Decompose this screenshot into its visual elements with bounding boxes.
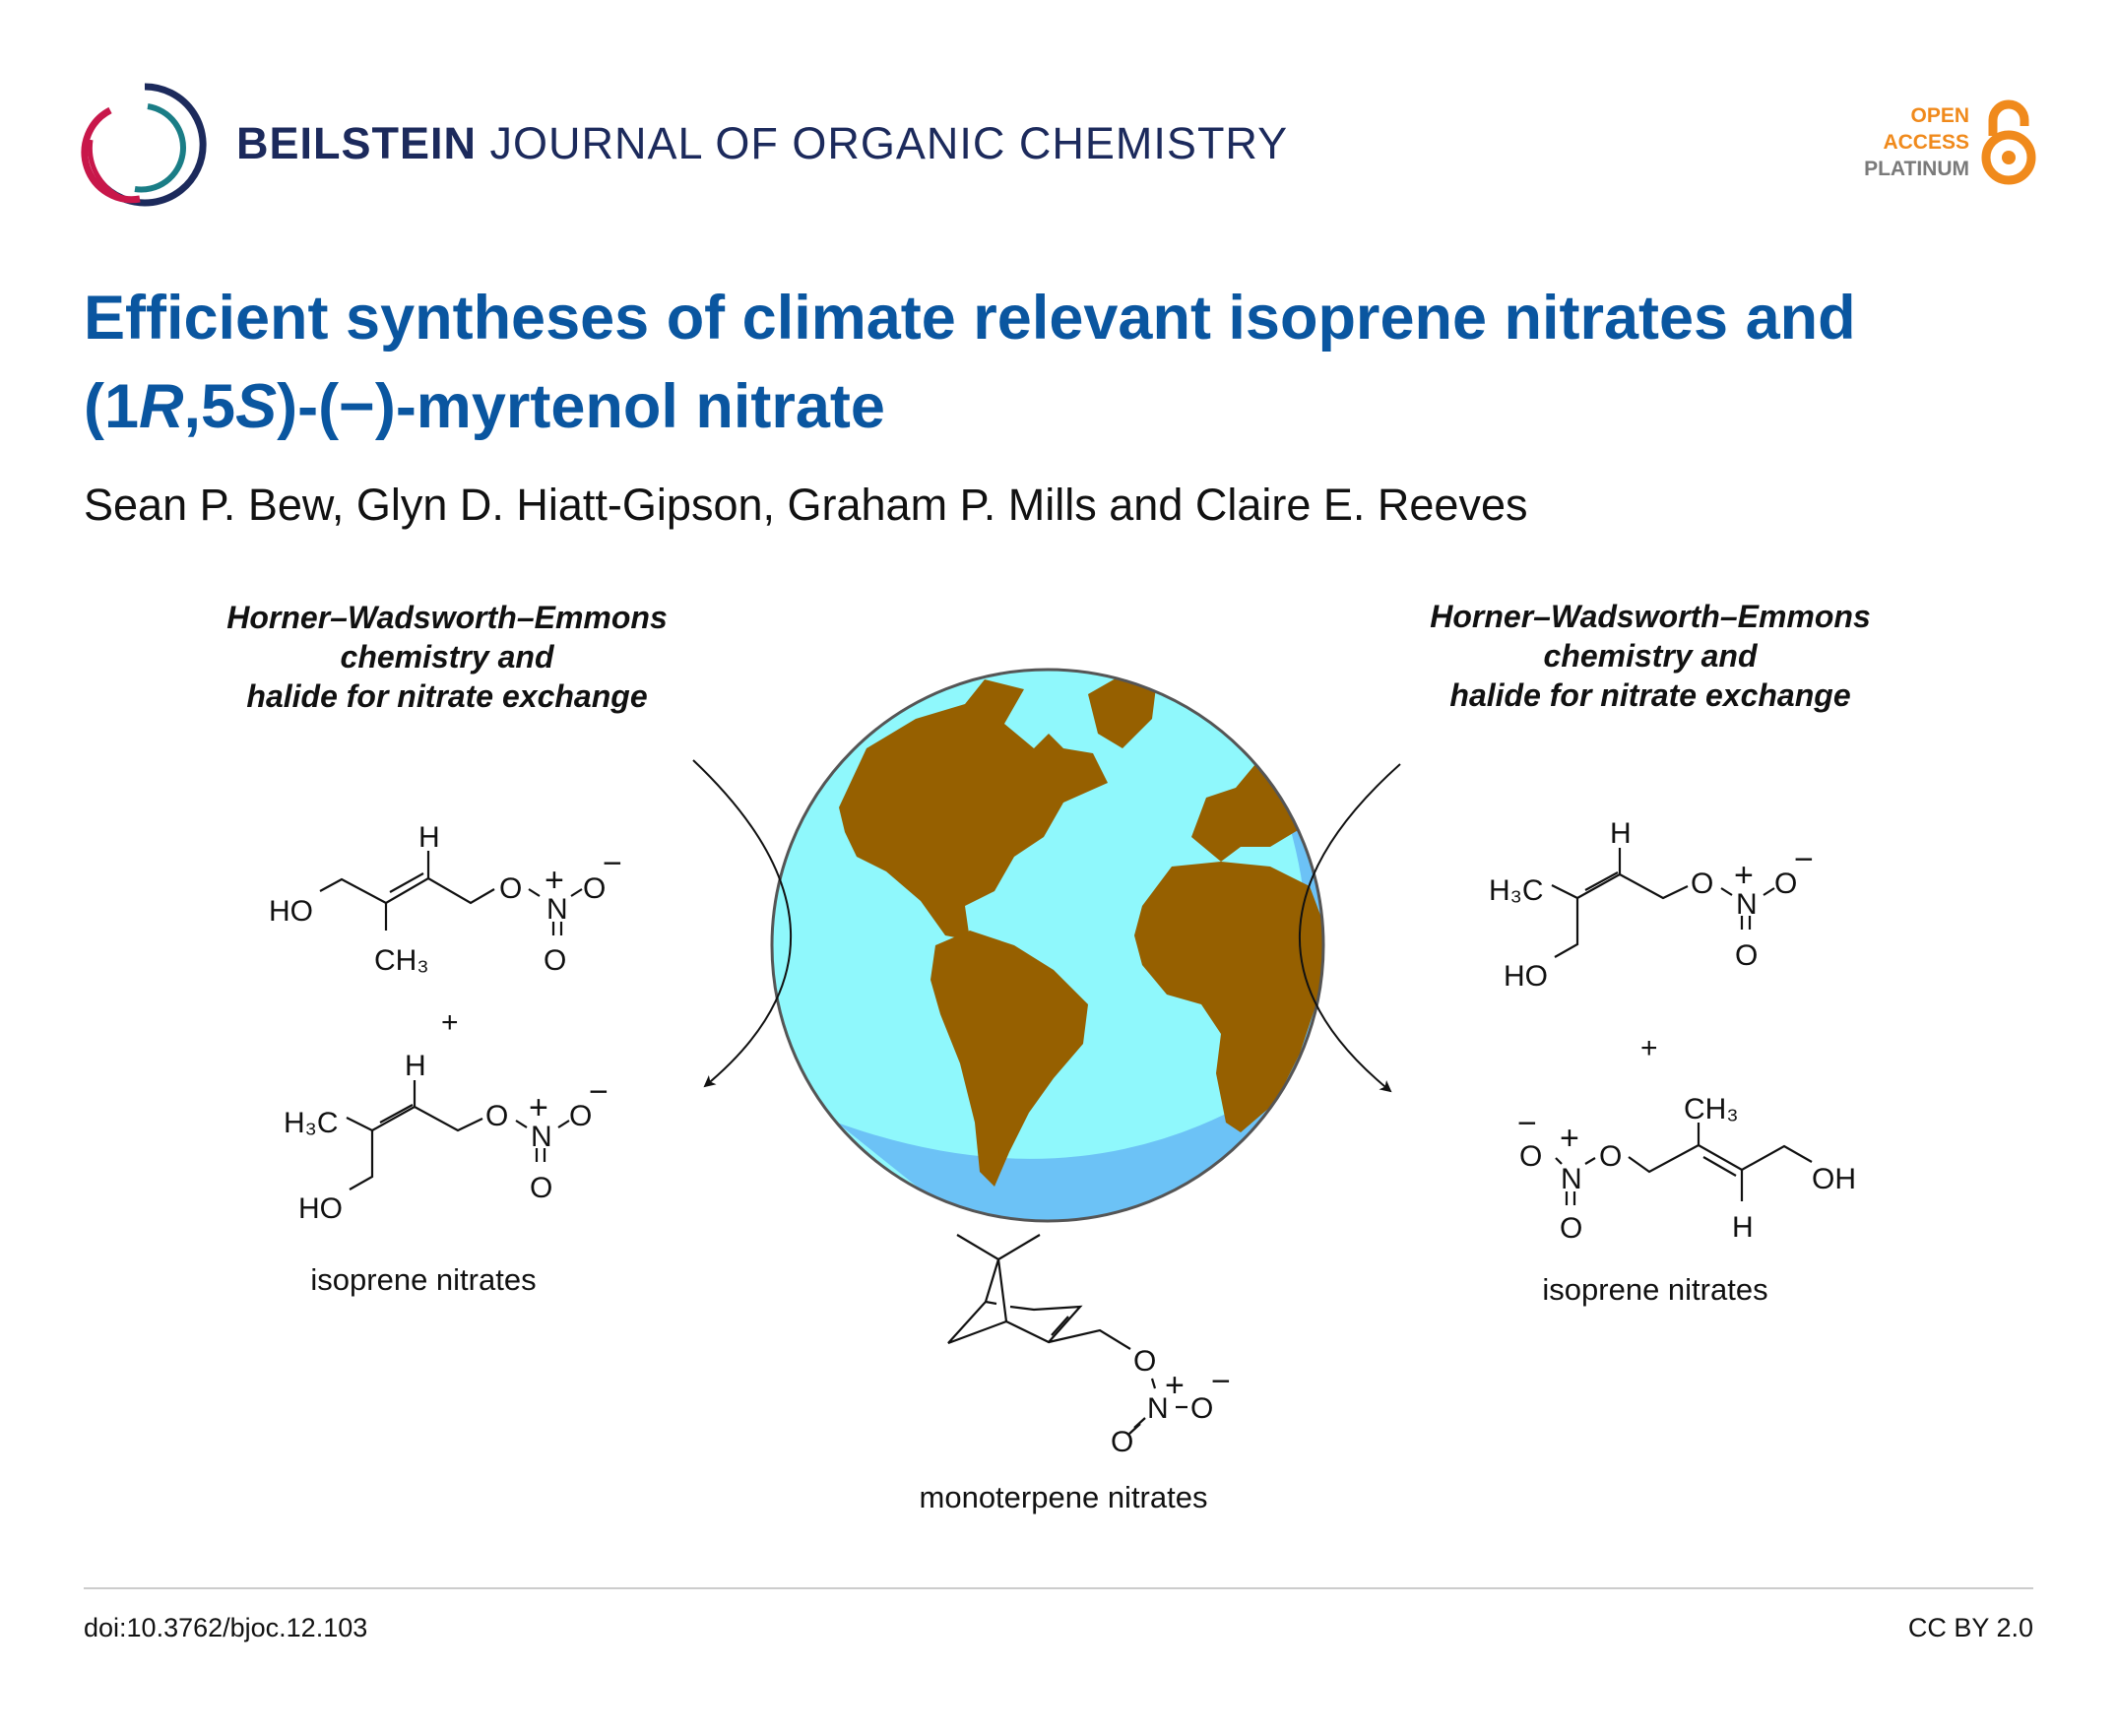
doi-link[interactable]: doi:10.3762/bjoc.12.103: [84, 1613, 368, 1642]
left-caption-line: halide for nitrate exchange: [246, 678, 647, 714]
atom-label: H₃C: [1489, 874, 1544, 907]
charge-label: −: [589, 1073, 609, 1111]
open-access-access: ACCESS: [1883, 131, 1969, 154]
title-part-italic: S: [235, 372, 278, 441]
charge-label: −: [603, 845, 622, 882]
atom-label: HO: [298, 1192, 343, 1225]
right-isoprene-nitrate-1: H₃C H HO O N + O − O: [1489, 817, 1814, 993]
license-label[interactable]: CC BY 2.0: [1907, 1613, 2033, 1642]
atom-label: O: [569, 1100, 592, 1132]
monoterpene-label: monoterpene nitrates: [920, 1480, 1208, 1514]
charge-label: +: [529, 1089, 548, 1126]
footer-divider: [84, 1587, 2033, 1589]
atom-label: O: [1190, 1392, 1213, 1425]
atom-label: HO: [269, 895, 313, 928]
atom-label: H₃C: [284, 1107, 339, 1139]
left-caption-line: chemistry and: [341, 639, 555, 675]
left-caption-line: Horner–Wadsworth–Emmons: [226, 600, 668, 635]
earth-globe-icon: [770, 668, 1325, 1223]
journal-name: BEILSTEIN JOURNAL OF ORGANIC CHEMISTRY: [236, 118, 1288, 169]
title-part: )-(−)-myrtenol nitrate: [277, 372, 885, 441]
atom-label: O: [1560, 1212, 1582, 1245]
atom-label: O: [499, 872, 522, 905]
charge-label: +: [1165, 1367, 1185, 1404]
atom-label: OH: [1812, 1163, 1856, 1195]
atom-label: N: [1736, 888, 1758, 921]
article-title: Efficient syntheses of climate relevant …: [84, 274, 2053, 451]
charge-label: +: [545, 862, 564, 899]
open-access-platinum: PLATINUM: [1864, 158, 1969, 180]
atom-label: O: [1111, 1426, 1133, 1458]
charge-label: −: [1794, 841, 1814, 878]
atom-label: N: [531, 1121, 552, 1153]
atom-label: N: [546, 893, 568, 926]
right-isoprene-nitrate-2: − O + N O O CH₃ H OH: [1517, 1093, 1856, 1245]
plus-sign: +: [441, 1006, 459, 1039]
authors: Sean P. Bew, Glyn D. Hiatt-Gipson, Graha…: [84, 480, 1528, 530]
atom-label: O: [1774, 868, 1797, 900]
atom-label: O: [1519, 1140, 1542, 1173]
right-isoprene-label: isoprene nitrates: [1542, 1272, 1767, 1307]
atom-label: CH₃: [374, 944, 429, 977]
title-part: ,5: [183, 372, 236, 441]
atom-label: O: [1133, 1345, 1156, 1378]
atom-label: O: [1735, 939, 1758, 972]
title-line-1: Efficient syntheses of climate relevant …: [84, 284, 1856, 353]
journal-name-bold: BEILSTEIN: [236, 118, 478, 168]
atom-label: O: [485, 1100, 508, 1132]
atom-label: N: [1561, 1163, 1582, 1195]
atom-label: H: [1732, 1211, 1754, 1244]
left-curved-arrow: [692, 759, 792, 1088]
atom-label: H: [1610, 817, 1632, 850]
open-access-open: OPEN: [1910, 104, 1969, 127]
atom-label: O: [1599, 1140, 1622, 1173]
left-isoprene-label: isoprene nitrates: [310, 1262, 536, 1297]
right-curved-arrow: [1299, 763, 1401, 1093]
atom-label: N: [1147, 1392, 1169, 1425]
myrtenol-nitrate: O N + O − O: [1111, 1345, 1231, 1458]
atom-label: O: [544, 944, 566, 977]
charge-label: −: [1517, 1105, 1537, 1142]
plus-sign: +: [1640, 1032, 1658, 1064]
atom-label: H: [418, 821, 440, 854]
atom-label: O: [530, 1172, 552, 1204]
right-caption-line: chemistry and: [1544, 638, 1759, 674]
atom-label: O: [1691, 868, 1713, 900]
charge-label: +: [1560, 1120, 1579, 1157]
charge-label: +: [1734, 857, 1754, 894]
atom-label: HO: [1504, 960, 1548, 993]
right-caption-line: halide for nitrate exchange: [1449, 677, 1850, 713]
right-caption-line: Horner–Wadsworth–Emmons: [1430, 599, 1871, 634]
right-caption: Horner–Wadsworth–Emmons chemistry and ha…: [1430, 599, 1871, 713]
left-isoprene-nitrate-2: H₃C H HO O N + O − O: [284, 1050, 609, 1225]
open-access-lock-icon: [1981, 99, 2036, 185]
atom-label: H: [405, 1050, 426, 1082]
journal-name-rest: JOURNAL OF ORGANIC CHEMISTRY: [489, 118, 1289, 168]
title-part-italic: R: [139, 372, 184, 441]
title-line-2: (1R,5S)-(−)-myrtenol nitrate: [84, 362, 2053, 451]
left-isoprene-nitrate-1: HO H CH₃ O N + O − O: [269, 821, 622, 977]
charge-label: −: [1211, 1363, 1231, 1400]
title-part: (1: [84, 372, 140, 441]
beilstein-logo-icon: [81, 83, 207, 207]
atom-label: CH₃: [1684, 1093, 1739, 1125]
atom-label: O: [583, 872, 606, 905]
left-caption: Horner–Wadsworth–Emmons chemistry and ha…: [226, 600, 668, 714]
